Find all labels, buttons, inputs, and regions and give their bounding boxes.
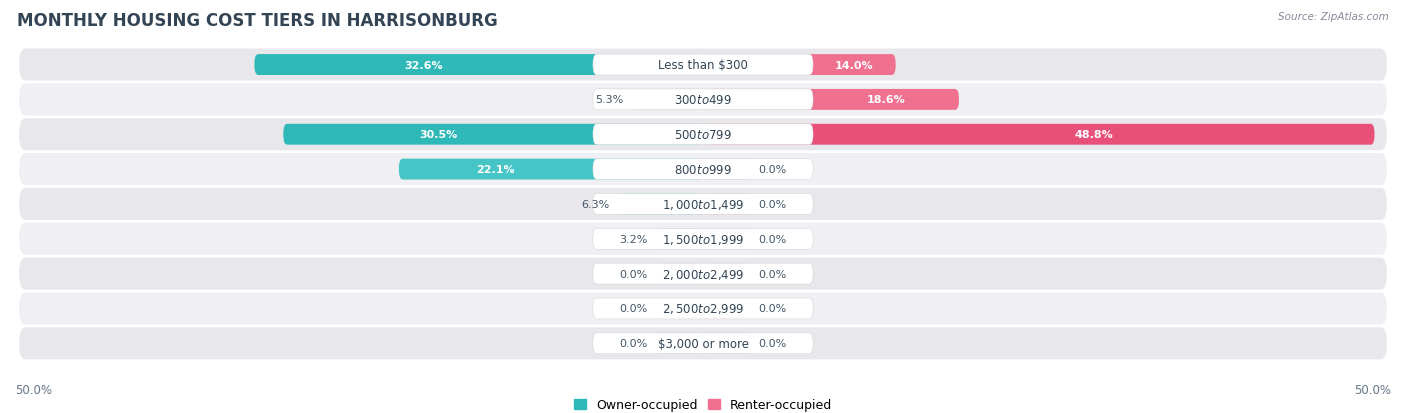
FancyBboxPatch shape [593, 159, 813, 180]
FancyBboxPatch shape [703, 90, 959, 111]
FancyBboxPatch shape [593, 229, 813, 249]
FancyBboxPatch shape [593, 124, 813, 145]
FancyBboxPatch shape [593, 55, 813, 76]
Text: 0.0%: 0.0% [758, 234, 786, 244]
FancyBboxPatch shape [20, 258, 1386, 290]
FancyBboxPatch shape [703, 333, 751, 354]
Text: Less than $300: Less than $300 [658, 59, 748, 72]
Legend: Owner-occupied, Renter-occupied: Owner-occupied, Renter-occupied [574, 398, 832, 411]
Text: 0.0%: 0.0% [620, 304, 648, 314]
FancyBboxPatch shape [655, 263, 703, 285]
FancyBboxPatch shape [703, 159, 751, 180]
FancyBboxPatch shape [20, 50, 1386, 81]
FancyBboxPatch shape [20, 119, 1386, 151]
Text: $3,000 or more: $3,000 or more [658, 337, 748, 350]
Text: 0.0%: 0.0% [758, 165, 786, 175]
FancyBboxPatch shape [655, 333, 703, 354]
FancyBboxPatch shape [616, 194, 703, 215]
Text: $500 to $799: $500 to $799 [673, 128, 733, 141]
FancyBboxPatch shape [593, 90, 813, 111]
FancyBboxPatch shape [655, 298, 703, 319]
Text: 0.0%: 0.0% [758, 339, 786, 349]
FancyBboxPatch shape [20, 223, 1386, 255]
Text: 0.0%: 0.0% [758, 269, 786, 279]
Text: $2,000 to $2,499: $2,000 to $2,499 [662, 267, 744, 281]
Text: 48.8%: 48.8% [1074, 130, 1114, 140]
FancyBboxPatch shape [20, 328, 1386, 359]
FancyBboxPatch shape [703, 263, 751, 285]
FancyBboxPatch shape [703, 298, 751, 319]
Text: $800 to $999: $800 to $999 [673, 163, 733, 176]
Text: $1,500 to $1,999: $1,500 to $1,999 [662, 232, 744, 246]
Text: 50.0%: 50.0% [1354, 384, 1391, 396]
Text: 5.3%: 5.3% [595, 95, 623, 105]
FancyBboxPatch shape [593, 333, 813, 354]
Text: 32.6%: 32.6% [405, 60, 443, 70]
Text: 14.0%: 14.0% [835, 60, 873, 70]
Text: 0.0%: 0.0% [758, 199, 786, 209]
Text: 18.6%: 18.6% [866, 95, 905, 105]
FancyBboxPatch shape [254, 55, 703, 76]
Text: 0.0%: 0.0% [620, 339, 648, 349]
Text: 0.0%: 0.0% [758, 304, 786, 314]
Text: 6.3%: 6.3% [581, 199, 609, 209]
FancyBboxPatch shape [20, 84, 1386, 116]
Text: 50.0%: 50.0% [15, 384, 52, 396]
FancyBboxPatch shape [593, 263, 813, 285]
Text: 22.1%: 22.1% [477, 165, 515, 175]
FancyBboxPatch shape [20, 188, 1386, 221]
Text: Source: ZipAtlas.com: Source: ZipAtlas.com [1278, 12, 1389, 22]
FancyBboxPatch shape [20, 293, 1386, 325]
FancyBboxPatch shape [703, 229, 751, 249]
FancyBboxPatch shape [20, 154, 1386, 186]
FancyBboxPatch shape [593, 298, 813, 319]
FancyBboxPatch shape [284, 124, 703, 145]
FancyBboxPatch shape [655, 229, 703, 249]
Text: $2,500 to $2,999: $2,500 to $2,999 [662, 302, 744, 316]
Text: 3.2%: 3.2% [620, 234, 648, 244]
FancyBboxPatch shape [593, 194, 813, 215]
FancyBboxPatch shape [703, 124, 1375, 145]
FancyBboxPatch shape [630, 90, 703, 111]
FancyBboxPatch shape [703, 194, 751, 215]
Text: $1,000 to $1,499: $1,000 to $1,499 [662, 197, 744, 211]
Text: $300 to $499: $300 to $499 [673, 94, 733, 107]
Text: MONTHLY HOUSING COST TIERS IN HARRISONBURG: MONTHLY HOUSING COST TIERS IN HARRISONBU… [17, 12, 498, 30]
FancyBboxPatch shape [399, 159, 703, 180]
Text: 30.5%: 30.5% [419, 130, 457, 140]
FancyBboxPatch shape [703, 55, 896, 76]
Text: 0.0%: 0.0% [620, 269, 648, 279]
